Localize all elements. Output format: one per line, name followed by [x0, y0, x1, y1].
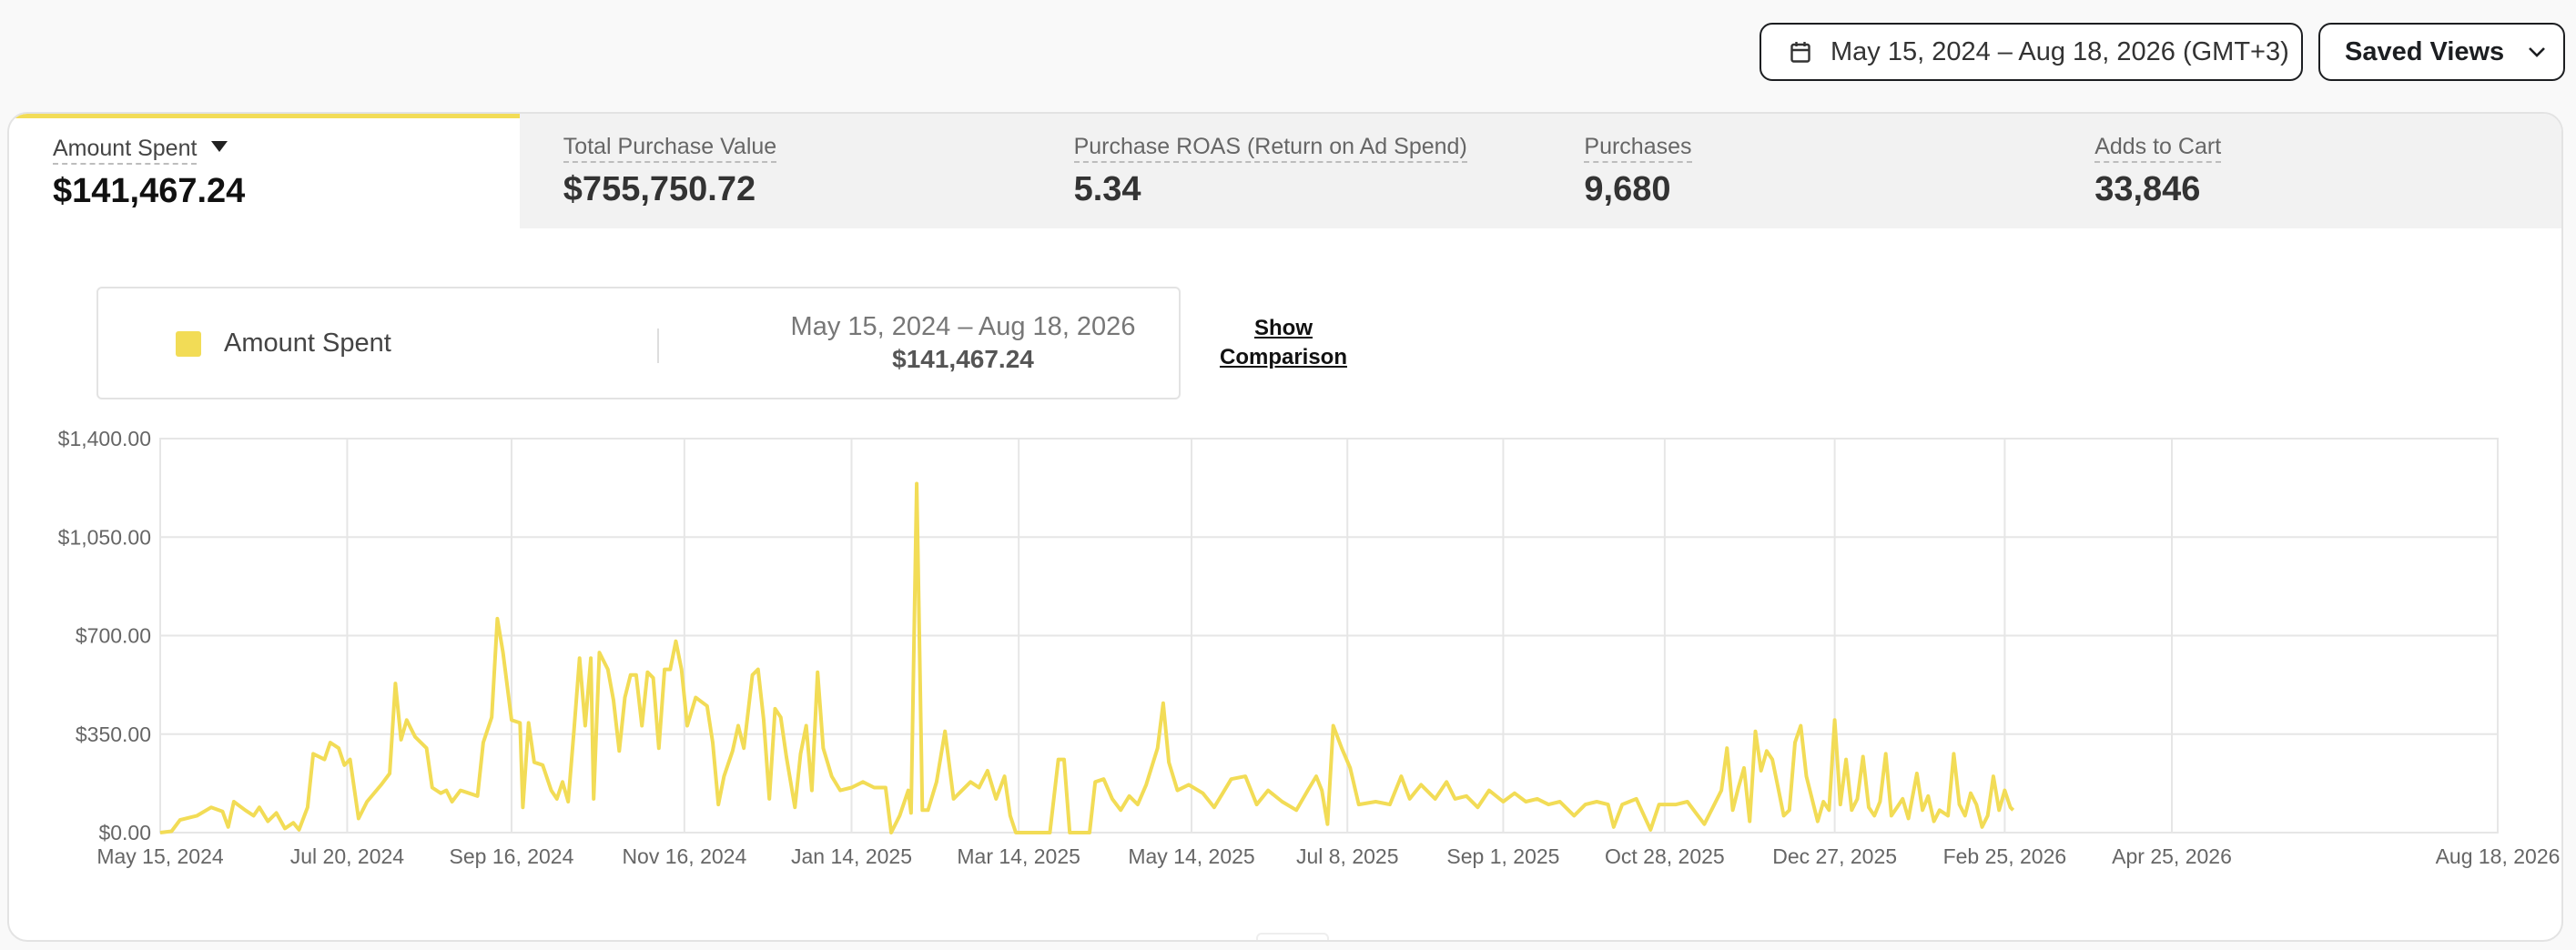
tab-total-purchase-value[interactable]: Total Purchase Value $755,750.72	[520, 114, 1030, 228]
x-tick-label: Feb 25, 2026	[1943, 844, 2067, 868]
top-controls: May 15, 2024 – Aug 18, 2026 (GMT+3) Save…	[1760, 23, 2565, 81]
chevron-down-icon	[2529, 47, 2546, 57]
x-tick-label: Oct 28, 2025	[1605, 844, 1725, 868]
legend-series-name: Amount Spent	[224, 328, 391, 358]
x-tick-label: Mar 14, 2025	[957, 844, 1080, 868]
tab-amount-spent[interactable]: Amount Spent $141,467.24	[9, 114, 520, 228]
y-tick-label: $1,050.00	[58, 525, 151, 549]
y-tick-label: $0.00	[98, 821, 151, 844]
x-tick-label: Jan 14, 2025	[791, 844, 912, 868]
x-tick-label: Sep 1, 2025	[1446, 844, 1559, 868]
caret-down-icon[interactable]	[211, 141, 228, 152]
show-comparison-link[interactable]: Show Comparison	[1219, 316, 1347, 369]
tab-purchases[interactable]: Purchases 9,680	[1540, 114, 2051, 228]
series-line-amount-spent	[159, 481, 2015, 834]
date-range-picker[interactable]: May 15, 2024 – Aug 18, 2026 (GMT+3)	[1760, 23, 2303, 81]
saved-views-label: Saved Views	[2345, 36, 2505, 66]
chart-card: Amount Spent $141,467.24 Total Purchase …	[7, 112, 2563, 942]
x-tick-label: Jul 20, 2024	[290, 844, 405, 868]
x-tick-label: Apr 25, 2026	[2112, 844, 2232, 868]
x-tick-label: May 14, 2025	[1128, 844, 1254, 868]
metric-tabs: Amount Spent $141,467.24 Total Purchase …	[9, 114, 2561, 228]
metric-value: 5.34	[1073, 170, 1141, 208]
x-tick-label: Sep 16, 2024	[450, 844, 574, 868]
metric-label: Total Purchase Value	[563, 134, 777, 163]
metric-label: Amount Spent	[53, 136, 198, 165]
metric-value: $141,467.24	[53, 172, 246, 210]
metric-label: Purchase ROAS (Return on Ad Spend)	[1073, 134, 1467, 163]
metric-value: $755,750.72	[563, 170, 756, 208]
legend-total: $141,467.24	[892, 345, 1034, 373]
line-chart: $1,400.00$1,050.00$700.00$350.00$0.00May…	[58, 427, 2561, 868]
y-tick-label: $350.00	[76, 723, 151, 746]
metric-label: Adds to Cart	[2094, 134, 2222, 163]
legend-swatch	[176, 331, 201, 357]
calendar-icon	[1790, 42, 1810, 63]
x-tick-label: Dec 27, 2025	[1772, 844, 1897, 868]
saved-views-button[interactable]: Saved Views	[2318, 23, 2565, 81]
resize-handle[interactable]	[1256, 933, 1329, 940]
y-tick-label: $700.00	[76, 624, 151, 648]
x-tick-label: May 15, 2024	[96, 844, 224, 868]
legend-date-range: May 15, 2024 – Aug 18, 2026	[790, 312, 1136, 341]
x-tick-label: Jul 8, 2025	[1296, 844, 1399, 868]
metric-value: 33,846	[2094, 170, 2201, 208]
x-tick-label: Aug 18, 2026	[2436, 844, 2561, 868]
legend-box: Amount Spent May 15, 2024 – Aug 18, 2026…	[96, 287, 1181, 399]
date-range-label: May 15, 2024 – Aug 18, 2026 (GMT+3)	[1831, 36, 2289, 66]
tab-adds-to-cart[interactable]: Adds to Cart 33,846	[2051, 114, 2561, 228]
tab-purchase-roas[interactable]: Purchase ROAS (Return on Ad Spend) 5.34	[1030, 114, 1541, 228]
metric-label: Purchases	[1584, 134, 1692, 163]
x-tick-label: Nov 16, 2024	[622, 844, 746, 868]
y-tick-label: $1,400.00	[58, 427, 151, 450]
metric-value: 9,680	[1584, 170, 1671, 208]
divider	[657, 328, 659, 363]
